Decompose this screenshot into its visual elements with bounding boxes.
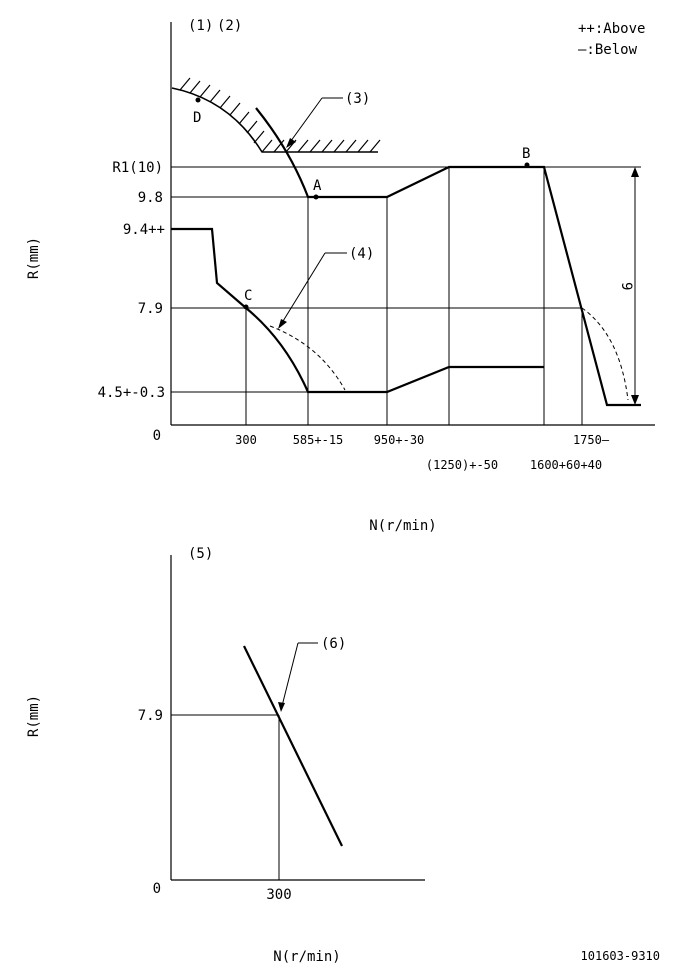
- leader-4-d: [279, 252, 326, 327]
- dimension-arrow-top: [631, 167, 639, 177]
- top-x-tick-585: 585+-15: [293, 433, 344, 447]
- point-a-dot: [313, 194, 319, 200]
- point-a-label: A: [313, 178, 322, 194]
- document-number: 101603-9310: [581, 949, 660, 963]
- dashed-curve-right: [581, 307, 629, 401]
- top-y-tick-9-8: 9.8: [138, 190, 163, 206]
- bottom-x-tick-300: 300: [266, 887, 291, 903]
- bottom-x-axis-label: N(r/min): [273, 949, 340, 965]
- top-y-tick-0: 0: [153, 428, 161, 444]
- bottom-y-tick-7-9: 7.9: [138, 708, 163, 724]
- stop-boundary: [171, 87, 378, 153]
- top-y-tick-r1: R1(10): [112, 160, 163, 176]
- leader-6-d: [281, 642, 299, 707]
- dashed-curve-4: [269, 325, 346, 391]
- leader-4-arrow: [278, 319, 287, 329]
- point-c-label: C: [244, 288, 252, 304]
- top-y-tick-9-4: 9.4++: [123, 222, 165, 238]
- bottom-y-axis-label: R(mm): [26, 695, 42, 737]
- point-b-dot: [524, 162, 530, 168]
- point-d-dot: [195, 97, 201, 103]
- top-x-tick-300: 300: [235, 433, 257, 447]
- top-y-axis-label: R(mm): [26, 237, 42, 279]
- stop-hatching: [179, 77, 381, 153]
- dimension-label: 9: [618, 282, 634, 290]
- top-x-tick-1600: 1600+60+40: [530, 458, 602, 472]
- marker-1: (1): [188, 18, 213, 34]
- top-y-tick-7-9: 7.9: [138, 301, 163, 317]
- point-c-dot: [243, 304, 249, 310]
- marker-2: (2): [217, 18, 242, 34]
- legend-above: ++:Above: [578, 21, 645, 37]
- leader-3-d: [287, 97, 323, 146]
- top-y-tick-4-5: 4.5+-0.3: [98, 385, 165, 401]
- marker-6: (6): [321, 636, 346, 652]
- marker-5: (5): [188, 546, 213, 562]
- top-x-tick-950: 950+-30: [374, 433, 425, 447]
- bottom-y-tick-0: 0: [153, 881, 161, 897]
- legend-below: —:Below: [578, 42, 638, 58]
- bottom-curve: [243, 645, 343, 847]
- top-x-tick-1750: 1750—: [573, 433, 610, 447]
- dimension-arrow-bottom: [631, 395, 639, 405]
- upper-curve: [255, 107, 641, 407]
- top-x-axis-label: N(r/min): [369, 518, 436, 534]
- marker-4: (4): [349, 246, 374, 262]
- point-d-label: D: [193, 110, 201, 126]
- leader-3-arrow: [286, 138, 296, 148]
- marker-3: (3): [345, 91, 370, 107]
- top-x-tick-1250: (1250)+-50: [426, 458, 498, 472]
- leader-6-arrow: [278, 702, 285, 712]
- point-b-label: B: [522, 146, 530, 162]
